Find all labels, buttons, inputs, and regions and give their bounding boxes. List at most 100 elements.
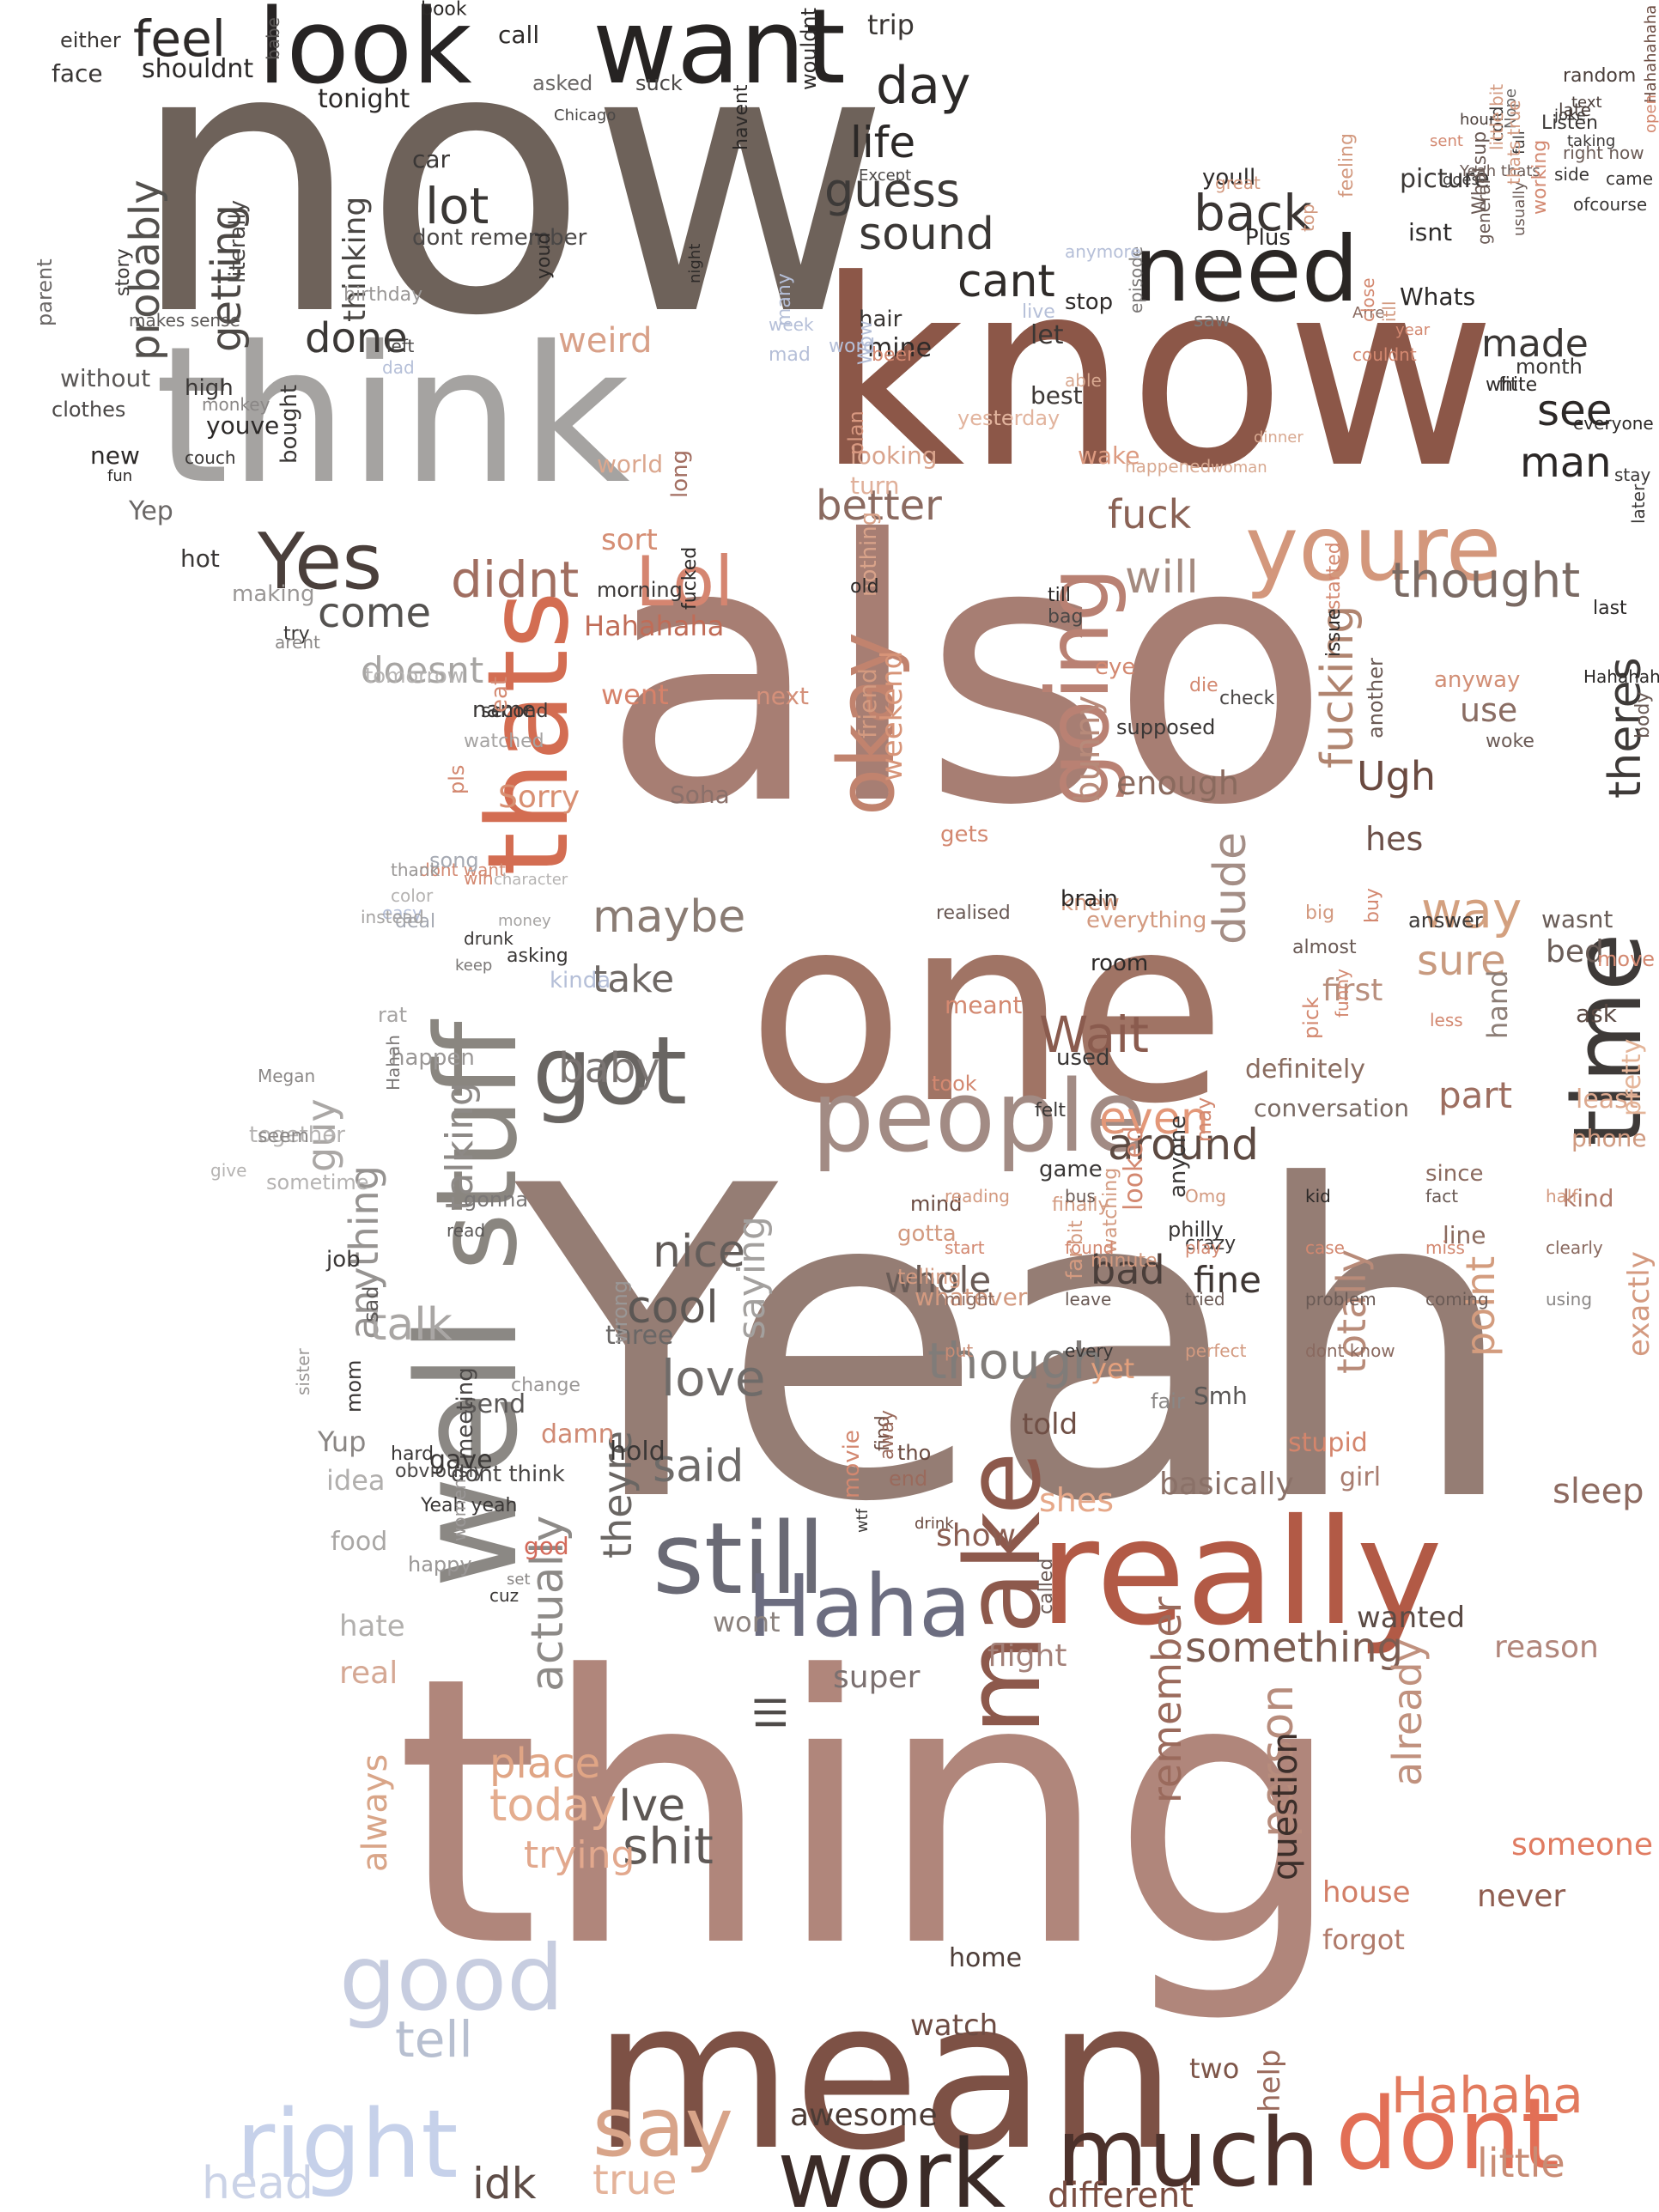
word-fucking: fucking xyxy=(1312,605,1364,769)
word-live: live xyxy=(1022,301,1055,323)
word-feeling: feeling xyxy=(1336,133,1358,198)
word-issue: issue xyxy=(1323,608,1345,657)
word-nope: Nope xyxy=(1502,88,1520,129)
word-game: game xyxy=(1039,1157,1103,1182)
word-youve: youve xyxy=(206,411,279,440)
word-happened: happened xyxy=(1125,456,1211,477)
word-kid: kid xyxy=(1305,1186,1331,1206)
word-year: year xyxy=(1395,321,1431,339)
word-tho: tho xyxy=(897,1441,931,1465)
word-first: first xyxy=(1322,973,1382,1008)
word-chicago: Chicago xyxy=(554,106,616,125)
word-thought: thought xyxy=(1391,553,1580,609)
word-random: random xyxy=(1563,65,1636,87)
word-shouldnt: shouldnt xyxy=(142,54,253,84)
word-telling: telling xyxy=(897,1265,962,1289)
word-ask: ask xyxy=(1576,1000,1618,1028)
word-want: want xyxy=(592,0,846,107)
word-instead: instead xyxy=(361,907,424,927)
word-beer: beer xyxy=(872,344,915,366)
word-youll: youll xyxy=(1202,165,1255,191)
word-made: made xyxy=(1481,322,1589,366)
word-last: last xyxy=(1593,598,1627,619)
word-dont-know: dont know xyxy=(1305,1340,1395,1361)
word-megan: Megan xyxy=(258,1066,315,1086)
word-say: say xyxy=(592,2081,733,2175)
word-listen: Listen xyxy=(1541,112,1598,134)
word-without: without xyxy=(60,364,150,392)
word-people: people xyxy=(811,1060,1146,1175)
word-back: back xyxy=(1194,184,1312,242)
word-find: find xyxy=(872,1415,894,1451)
word-stop: stop xyxy=(1065,289,1113,315)
word-late: late xyxy=(1559,100,1591,120)
word-anyway: anyway xyxy=(1434,667,1520,693)
word-food: food xyxy=(331,1527,387,1557)
word-hour: hour xyxy=(1460,111,1496,129)
word-hahaha: Hahaha xyxy=(1391,2066,1583,2124)
word-plus: Plus xyxy=(1245,225,1291,251)
word-use: use xyxy=(1460,691,1517,729)
word-parent: parent xyxy=(33,258,57,326)
word-tell: tell xyxy=(395,2010,473,2069)
word-tomorrow: tomorrow xyxy=(365,664,464,688)
word-dont-want: dont want xyxy=(419,860,506,880)
word-whatever: whatever xyxy=(915,1283,1028,1311)
word-love: love xyxy=(661,1349,766,1407)
word-make: make xyxy=(945,1452,1064,1735)
word-feel: feel xyxy=(133,9,226,68)
word-babe: babe xyxy=(263,17,283,60)
word-till: till xyxy=(1048,585,1071,606)
word-sound: sound xyxy=(859,209,994,260)
word-meant: meant xyxy=(945,991,1022,1019)
word-high: high xyxy=(185,375,234,401)
word-asking: asking xyxy=(507,945,568,967)
word-knew: knew xyxy=(1060,890,1120,916)
word-someone: someone xyxy=(1511,1827,1653,1863)
word-makes-sense: makes sense xyxy=(129,310,240,331)
word-person: person xyxy=(1252,1685,1304,1838)
word-youre: youre xyxy=(1245,496,1501,601)
word-dont: dont xyxy=(1335,2077,1559,2192)
word-goes: goes xyxy=(1443,171,1480,189)
word-smh: Smh xyxy=(1194,1382,1248,1410)
word-stay: stay xyxy=(1614,465,1651,485)
word-never: never xyxy=(1477,1879,1565,1914)
word-making: making xyxy=(232,581,315,607)
word-yet: yet xyxy=(1091,1352,1134,1385)
word-world: world xyxy=(597,450,663,478)
word-better: better xyxy=(816,482,942,530)
word-funny: funny xyxy=(1332,969,1352,1018)
word-best: best xyxy=(1030,381,1083,410)
word-mean: mean xyxy=(592,1955,1177,2196)
word-always: always xyxy=(356,1754,395,1872)
word-let: let xyxy=(1030,320,1064,350)
word-take: take xyxy=(592,957,674,1001)
word-hahahahaha: Hahahahaha xyxy=(1642,5,1659,103)
word-gave: gave xyxy=(429,1445,493,1475)
word-dinner: dinner xyxy=(1254,428,1304,447)
word-even: even xyxy=(1099,1093,1209,1145)
word-awesome: awesome xyxy=(790,2098,938,2133)
word-turn: turn xyxy=(850,471,900,500)
word-lol: Lol xyxy=(635,542,733,622)
word-forgot: forgot xyxy=(1322,1923,1405,1956)
word-looking: looking xyxy=(850,441,938,470)
word-supposed: supposed xyxy=(1116,715,1215,739)
word-birthday: birthday xyxy=(343,284,422,306)
word-life: life xyxy=(850,118,915,167)
word-stuff: stuff xyxy=(411,1018,542,1271)
word-brain: brain xyxy=(1060,886,1118,912)
word-asked: asked xyxy=(532,71,592,95)
word-wrong: wrong xyxy=(608,1280,632,1344)
word-weird: weird xyxy=(558,321,653,361)
word-bag: bag xyxy=(1048,606,1083,628)
word-sometime: sometime xyxy=(266,1170,369,1194)
word-since: since xyxy=(1425,1161,1484,1187)
word-mom: mom xyxy=(342,1360,366,1413)
word-maybe: maybe xyxy=(592,891,745,943)
word-tried: tried xyxy=(1185,1289,1225,1310)
word-sister: sister xyxy=(293,1347,313,1395)
word-coming: coming xyxy=(1425,1289,1489,1310)
